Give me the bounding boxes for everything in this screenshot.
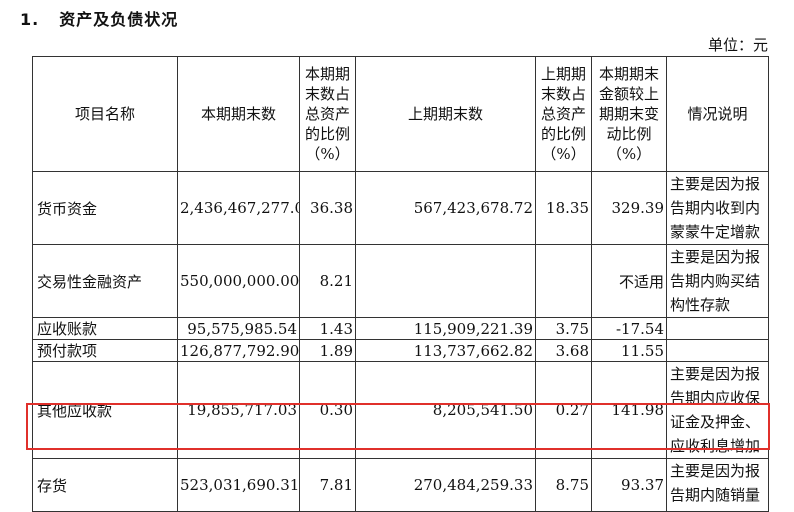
item-name: 应收账款: [32, 317, 178, 340]
current-amount: 2,436,467,277.09: [177, 171, 300, 245]
prior-amount: 270,484,259.33: [355, 458, 536, 512]
change-ratio: -17.54: [591, 317, 667, 340]
note: 主要是因为报告期内收到内蒙蒙牛定增款: [666, 171, 769, 245]
table-row: 预付款项 126,877,792.90 1.89 113,737,662.82 …: [32, 339, 769, 362]
balance-sheet-table: 项目名称 本期期末数 本期期末数占总资产的比例（%） 上期期末数 上期期末数占总…: [32, 56, 769, 512]
current-amount: 523,031,690.31: [177, 458, 300, 512]
section-number: 1.: [20, 10, 40, 29]
current-ratio: 8.21: [299, 244, 356, 318]
prior-amount: 115,909,221.39: [355, 317, 536, 340]
header-row: 项目名称 本期期末数 本期期末数占总资产的比例（%） 上期期末数 上期期末数占总…: [32, 56, 769, 172]
current-ratio: 36.38: [299, 171, 356, 245]
current-ratio: 1.43: [299, 317, 356, 340]
current-ratio: 0.30: [299, 361, 356, 459]
prior-amount: 567,423,678.72: [355, 171, 536, 245]
table-row: 货币资金 2,436,467,277.09 36.38 567,423,678.…: [32, 171, 769, 245]
prior-ratio: 18.35: [535, 171, 592, 245]
note: 主要是因为报告期内应收保证金及押金、应收利息增加: [666, 361, 769, 459]
item-name: 存货: [32, 458, 178, 512]
current-amount: 126,877,792.90: [177, 339, 300, 362]
current-ratio: 1.89: [299, 339, 356, 362]
change-ratio: 11.55: [591, 339, 667, 362]
change-ratio: 141.98: [591, 361, 667, 459]
note-text: 主要是因为报告期内购买结构性存款: [670, 248, 761, 314]
current-amount: 550,000,000.00: [177, 244, 300, 318]
header-prior-ratio: 上期期末数占总资产的比例（%）: [535, 56, 592, 172]
note: [666, 339, 769, 362]
change-ratio: 不适用: [591, 244, 667, 318]
item-name: 货币资金: [32, 171, 178, 245]
item-name: 交易性金融资产: [32, 244, 178, 318]
header-item: 项目名称: [32, 56, 178, 172]
table-row: 存货 523,031,690.31 7.81 270,484,259.33 8.…: [32, 458, 769, 512]
prior-ratio: 3.75: [535, 317, 592, 340]
table-row: 应收账款 95,575,985.54 1.43 115,909,221.39 3…: [32, 317, 769, 340]
header-note: 情况说明: [666, 56, 769, 172]
note-text: 主要是因为报告期内收到内蒙蒙牛定增款: [670, 175, 761, 241]
header-current-ratio: 本期期末数占总资产的比例（%）: [299, 56, 356, 172]
current-amount: 95,575,985.54: [177, 317, 300, 340]
change-ratio: 329.39: [591, 171, 667, 245]
table-row: 其他应收款 19,855,717.03 0.30 8,205,541.50 0.…: [32, 361, 769, 459]
note-text: 主要是因为报告期内随销量增加，产: [670, 462, 761, 511]
prior-amount: 8,205,541.50: [355, 361, 536, 459]
section-title: 资产及负债状况: [59, 10, 179, 29]
section-heading: 1. 资产及负债状况: [20, 6, 178, 30]
prior-ratio: 3.68: [535, 339, 592, 362]
note: 主要是因为报告期内随销量增加，产: [666, 458, 769, 512]
prior-ratio: [535, 244, 592, 318]
prior-ratio: 0.27: [535, 361, 592, 459]
header-current-amount: 本期期末数: [177, 56, 300, 172]
note: 主要是因为报告期内购买结构性存款: [666, 244, 769, 318]
item-name: 其他应收款: [32, 361, 178, 459]
header-prior-amount: 上期期末数: [355, 56, 536, 172]
prior-amount: [355, 244, 536, 318]
prior-amount: 113,737,662.82: [355, 339, 536, 362]
header-change: 本期期末金额较上期期末变动比例（%）: [591, 56, 667, 172]
item-name: 预付款项: [32, 339, 178, 362]
unit-label: 单位：元: [707, 36, 768, 54]
current-amount: 19,855,717.03: [177, 361, 300, 459]
change-ratio: 93.37: [591, 458, 667, 512]
table-row: 交易性金融资产 550,000,000.00 8.21 不适用 主要是因为报告期…: [32, 244, 769, 318]
prior-ratio: 8.75: [535, 458, 592, 512]
note: [666, 317, 769, 340]
current-ratio: 7.81: [299, 458, 356, 512]
note-text: 主要是因为报告期内应收保证金及押金、应收利息增加: [670, 365, 761, 455]
